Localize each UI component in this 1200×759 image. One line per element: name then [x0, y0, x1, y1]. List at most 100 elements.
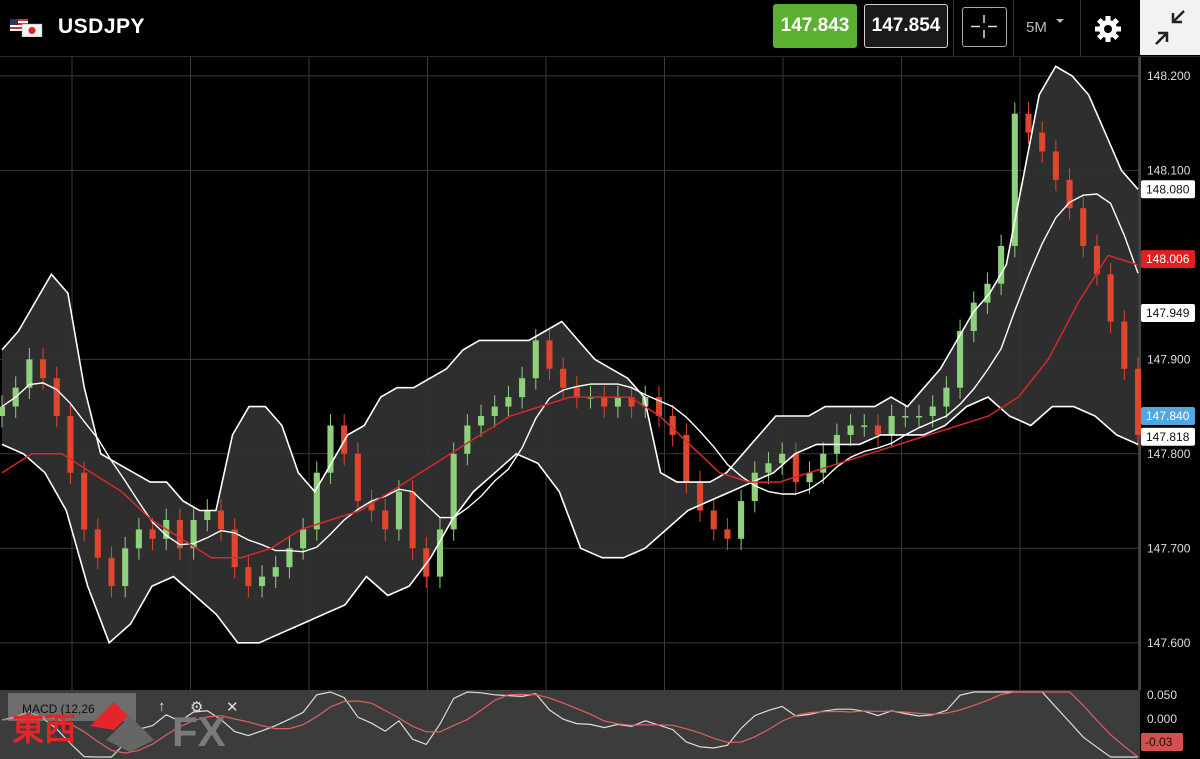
candle-body	[587, 397, 594, 399]
price-tick-label: 147.800	[1147, 447, 1191, 461]
candle-body	[779, 453, 786, 464]
indicator-settings-button[interactable]: ⚙	[190, 699, 204, 716]
bollinger-lower-line	[1, 396, 1139, 645]
candle-body	[738, 501, 745, 539]
candle-body	[1066, 179, 1073, 209]
macd-panel: 0.050 0.000 -0.03	[0, 690, 1183, 759]
macd-line	[1, 691, 1138, 758]
collapse-icon	[1155, 10, 1185, 45]
candle-body	[519, 378, 526, 398]
timeframe-label: 5M	[1026, 19, 1047, 36]
candle-body	[135, 529, 142, 549]
candle-body	[94, 529, 101, 558]
toolbar-divider	[1013, 0, 1014, 57]
candle-body	[149, 529, 156, 539]
candle-body	[847, 425, 854, 435]
lower-band-tag	[1141, 427, 1195, 446]
candle-body	[464, 425, 471, 454]
candle-body	[477, 416, 485, 426]
bollinger-middle-line	[1, 193, 1139, 553]
last-price-tag	[1141, 407, 1195, 426]
macd-tick: 0.000	[1147, 712, 1177, 726]
candle-body	[984, 283, 991, 303]
candle-body	[450, 453, 457, 530]
candle-body	[724, 529, 731, 539]
collapse-chart-button[interactable]	[1140, 0, 1200, 55]
band-area	[2, 66, 1138, 643]
usd-jpy-flag-icon	[10, 19, 43, 37]
candle-body	[300, 529, 307, 549]
candle-body	[1025, 113, 1032, 133]
price-tick-label: 148.100	[1147, 163, 1191, 177]
toolbar-divider	[953, 0, 954, 57]
symbol-title: USDJPY	[58, 15, 146, 38]
crosshair-icon	[971, 15, 997, 38]
price-tick-label: 148.200	[1147, 69, 1191, 83]
chevron-down-icon	[1056, 19, 1065, 23]
candle-body	[286, 548, 293, 568]
upper-band-tag	[1141, 180, 1195, 199]
macd-signal-line	[1, 691, 1139, 758]
candle-body	[313, 472, 320, 530]
candle-body	[436, 529, 444, 577]
candle-body	[1052, 151, 1059, 180]
candle-body	[710, 510, 717, 530]
moving-average-line	[1, 254, 1139, 559]
macd-value-tag	[1141, 733, 1183, 751]
broker-logo: 東西 FX	[12, 702, 226, 752]
lower-band-tag-label: 147.818	[1146, 430, 1190, 444]
middle-band-tag	[1141, 304, 1195, 323]
indicator-lines	[1, 65, 1139, 645]
candle-body	[861, 425, 868, 427]
candle-body	[0, 406, 6, 417]
price-chart[interactable]: 148.200 148.100 147.900 147.800 147.700 147.6…	[0, 57, 1200, 690]
candle-body	[1011, 113, 1018, 246]
candle-body	[81, 472, 88, 530]
candle-body	[792, 453, 799, 483]
upper-band-tag-label: 148.080	[1146, 182, 1190, 196]
settings-button[interactable]	[1090, 12, 1126, 46]
macd-tick: 0.050	[1147, 690, 1177, 702]
candle-body	[190, 519, 197, 549]
candle-body	[231, 529, 238, 568]
logo-arrow-icon	[90, 702, 128, 730]
candle-body	[1107, 274, 1114, 322]
candle-body	[929, 406, 936, 417]
candle-body	[820, 453, 827, 473]
logo-kanji: 東西	[12, 710, 76, 748]
candle-body	[1121, 321, 1128, 369]
move-up-button[interactable]: ↑	[158, 698, 166, 715]
price-tags: 148.080 148.006 147.949 147.840 147.818	[1141, 180, 1195, 446]
candle-body	[532, 340, 539, 379]
bollinger-band-fill	[2, 66, 1138, 643]
logo-text: FX	[172, 708, 226, 752]
candle-body	[874, 425, 882, 435]
timeframe-selector[interactable]: 5M	[1026, 18, 1065, 36]
candle-body	[53, 378, 60, 417]
last-price-tag-label: 147.840	[1146, 409, 1190, 423]
candle-body	[108, 557, 115, 587]
candle-body	[902, 416, 909, 418]
candle-body	[888, 416, 895, 435]
candle-body	[354, 453, 361, 502]
toolbar-divider	[1080, 0, 1081, 57]
candle-body	[176, 519, 183, 549]
candle-body	[26, 359, 33, 388]
candle-body	[573, 387, 580, 398]
macd-background	[0, 690, 1140, 759]
remove-indicator-button[interactable]: ✕	[226, 699, 239, 716]
candle-body	[409, 491, 416, 549]
candle-body	[1134, 368, 1142, 435]
sell-price-button[interactable]: 147.843	[773, 4, 857, 48]
candle-body	[395, 491, 402, 530]
middle-band-tag-label: 147.949	[1146, 306, 1190, 320]
candle-body	[217, 510, 225, 530]
candle-body	[614, 397, 621, 407]
buy-price-button[interactable]: 147.854	[864, 4, 948, 48]
crosshair-button[interactable]	[962, 7, 1007, 47]
candle-body	[915, 416, 923, 418]
candle-body	[546, 340, 553, 369]
candle-body	[696, 482, 704, 511]
candle-body	[245, 567, 252, 587]
macd-tick: -0.03	[1145, 735, 1173, 749]
